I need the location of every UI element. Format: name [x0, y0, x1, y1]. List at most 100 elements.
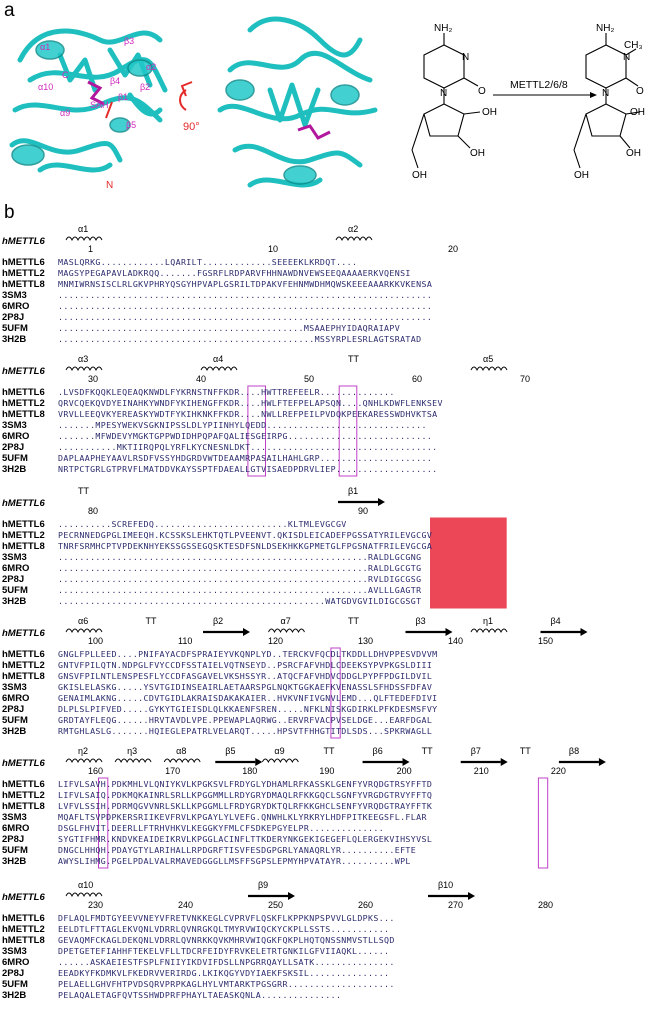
- sequence-row: MAGSYPEGAPAVLADKRQQ.......FGSRFLRDPARVFH…: [58, 268, 411, 278]
- helix-coil: [65, 628, 103, 634]
- helix-coil: [470, 628, 508, 634]
- sequence-row: TNRFSRMHCPTVPDEKNHYEKSSGSSEGQSKTESDFSNLD…: [58, 541, 432, 551]
- residue-number: 40: [196, 374, 206, 384]
- secondary-structure-label: α10: [78, 880, 93, 890]
- sequence-row: DSGLFHVIT.DEERLLFTRHVHKVLKEGGKYFMLCFSDKE…: [58, 823, 384, 833]
- sequence-row: GENAIMLAKNG.....CDVTGIDLAKRAISDAKAKAIER.…: [58, 693, 438, 703]
- residue-number: 190: [319, 766, 334, 776]
- secondary-structure-label: α6: [78, 616, 88, 626]
- sequence-row: GKISLELASKG.....YSVTGIDINSEAIRLAETAARSPG…: [58, 682, 432, 692]
- secondary-structure-label: α3: [78, 354, 88, 364]
- sequence-row: ...........MKTIIRQPQLYRFLKYCNESNLDKT....…: [58, 442, 438, 452]
- sequence-row: AWYSLIHMG.PGELPDALVALRMAVEDGGGLLMSFFSGPS…: [58, 856, 411, 866]
- secondary-structure-label: TT: [146, 616, 157, 626]
- svg-text:α9: α9: [60, 108, 70, 118]
- sequence-row: .LVSDFKQQKLEQEAQKNWDLFYKRNSTNFFKDR....HW…: [58, 387, 395, 397]
- svg-text:α1: α1: [40, 42, 50, 52]
- residue-number: 200: [397, 766, 412, 776]
- conserved-column-box: [330, 647, 341, 739]
- arrowhead: [468, 892, 475, 900]
- sequence-row: ........................................…: [58, 290, 432, 300]
- panel-a-label: a: [4, 0, 15, 21]
- sequence-row: ........................................…: [58, 596, 421, 606]
- sequence-row: MASLQRKG............LQARILT.............…: [58, 257, 357, 267]
- secondary-structure-label: β4: [551, 616, 561, 626]
- sequence-row: LVFVLSSIH.PDRMQGVVNRLSKLLKPGGMLLFRDYGRYD…: [58, 801, 432, 811]
- secondary-structure-label: η3: [127, 746, 137, 756]
- secondary-structure-label: TT: [348, 616, 359, 626]
- sequence-row: GNGLFPLLEED....PNIFAYACDFSPRAIEYVKQNPLYD…: [58, 649, 438, 659]
- sequence-name: 2P8J: [2, 312, 24, 323]
- residue-number: 1: [88, 244, 93, 254]
- sequence-name: 6MRO: [2, 957, 29, 968]
- sequence-name: hMETTL6: [2, 257, 45, 268]
- secondary-structure-label: β5: [225, 746, 235, 756]
- sequence-name: 2P8J: [2, 442, 24, 453]
- sequence-row: SYGTIFHMR.KNDVKEAIDEIKRVLKPGGLACINFLTTKD…: [58, 834, 432, 844]
- svg-text:β2: β2: [140, 82, 150, 92]
- residue-number: 80: [88, 506, 98, 516]
- sequence-name: 5UFM: [2, 585, 28, 596]
- reference-sequence-label: hMETTL6: [2, 628, 45, 639]
- svg-text:β1: β1: [118, 92, 128, 102]
- secondary-structure-label: β7: [471, 746, 481, 756]
- protein-ribbon-right: [217, 16, 378, 188]
- sequence-row: DFLAQLFMDTGYEEVVNEYVFRETVNKKEGLCVPRVFLQS…: [58, 913, 395, 923]
- rotation-arrow-icon: [179, 81, 193, 111]
- svg-text:OH: OH: [574, 170, 589, 181]
- sequence-row: PECRNNEDGPGLIMEEQH.KCSSKSLEHKTQTLPVEENVT…: [58, 530, 432, 540]
- sequence-name: 3SM3: [2, 812, 27, 823]
- sequence-row: ........................................…: [58, 563, 421, 573]
- reference-sequence-label: hMETTL6: [2, 758, 45, 769]
- sequence-row: DAPLAAPHEYAAVLRSDFVSSYHDGRDVWTDEAAMRPASA…: [58, 453, 432, 463]
- residue-number: 150: [538, 636, 553, 646]
- sequence-name: hMETTL6: [2, 387, 45, 398]
- residue-number: 210: [474, 766, 489, 776]
- reference-sequence-label: hMETTL6: [2, 236, 45, 247]
- sequence-row: EEADKYFKDMKVLFKEDRVVERIRDG.LKIKQGYVDYIAE…: [58, 968, 389, 978]
- secondary-structure-label: α5: [483, 354, 493, 364]
- sequence-name: 5UFM: [2, 453, 28, 464]
- residue-number: 270: [448, 900, 463, 910]
- helix-coil: [65, 892, 103, 898]
- sequence-name: 3SM3: [2, 552, 27, 563]
- helix-coil: [335, 236, 373, 242]
- sequence-row: QRVCQEKQVDYEINAHKYWNDFYKIHENGFFKDR....HW…: [58, 398, 443, 408]
- helix-coil: [114, 758, 152, 764]
- sequence-row: ......ASKAEIESTFSPLFNIIYIKDVIFDSLLNPGRRQ…: [58, 957, 395, 967]
- sequence-name: 3H2B: [2, 334, 26, 345]
- residue-number: 70: [520, 374, 530, 384]
- residue-number: 20: [448, 244, 458, 254]
- sequence-name: hMETTL8: [2, 801, 45, 812]
- svg-text:NH₂: NH₂: [434, 23, 452, 34]
- sequence-row: PELAELLGHVFHTPVDSQRVPRPKAGLHYLVMTARKTPGS…: [58, 979, 395, 989]
- secondary-structure-label: α4: [213, 354, 223, 364]
- sequence-name: 5UFM: [2, 979, 28, 990]
- sequence-row: ........................................…: [58, 323, 400, 333]
- sequence-name: 3H2B: [2, 596, 26, 607]
- secondary-structure-label: TT: [323, 746, 334, 756]
- helix-coil: [268, 628, 305, 634]
- arrowhead: [243, 628, 250, 636]
- sequence-name: hMETTL8: [2, 541, 45, 552]
- residue-number: 240: [178, 900, 193, 910]
- residue-number: 180: [242, 766, 257, 776]
- sequence-row: GNTVFPILQTN.NDPGLFVYCCDFSSTAIELVQTNSEYD.…: [58, 660, 432, 670]
- svg-text:CH₃: CH₃: [624, 40, 643, 51]
- arrowhead: [500, 758, 508, 766]
- arrowhead: [580, 628, 588, 636]
- sequence-name: hMETTL2: [2, 268, 45, 279]
- secondary-structure-label: α9: [274, 746, 284, 756]
- sequence-row: EELDTLFTTAGLEKVQNLVDRRLQVNRGKQLTMYRVWIQC…: [58, 924, 389, 934]
- sequence-name: hMETTL2: [2, 924, 45, 935]
- reference-sequence-label: hMETTL6: [2, 498, 45, 509]
- sequence-name: 6MRO: [2, 431, 29, 442]
- helix-coil: [65, 236, 103, 242]
- svg-text:N: N: [462, 52, 469, 63]
- sah-ligand: [87, 80, 105, 106]
- sequence-name: 3H2B: [2, 726, 26, 737]
- secondary-structure-label: TT: [520, 746, 531, 756]
- secondary-structure-label: β8: [569, 746, 579, 756]
- secondary-structure-label: β3: [416, 616, 426, 626]
